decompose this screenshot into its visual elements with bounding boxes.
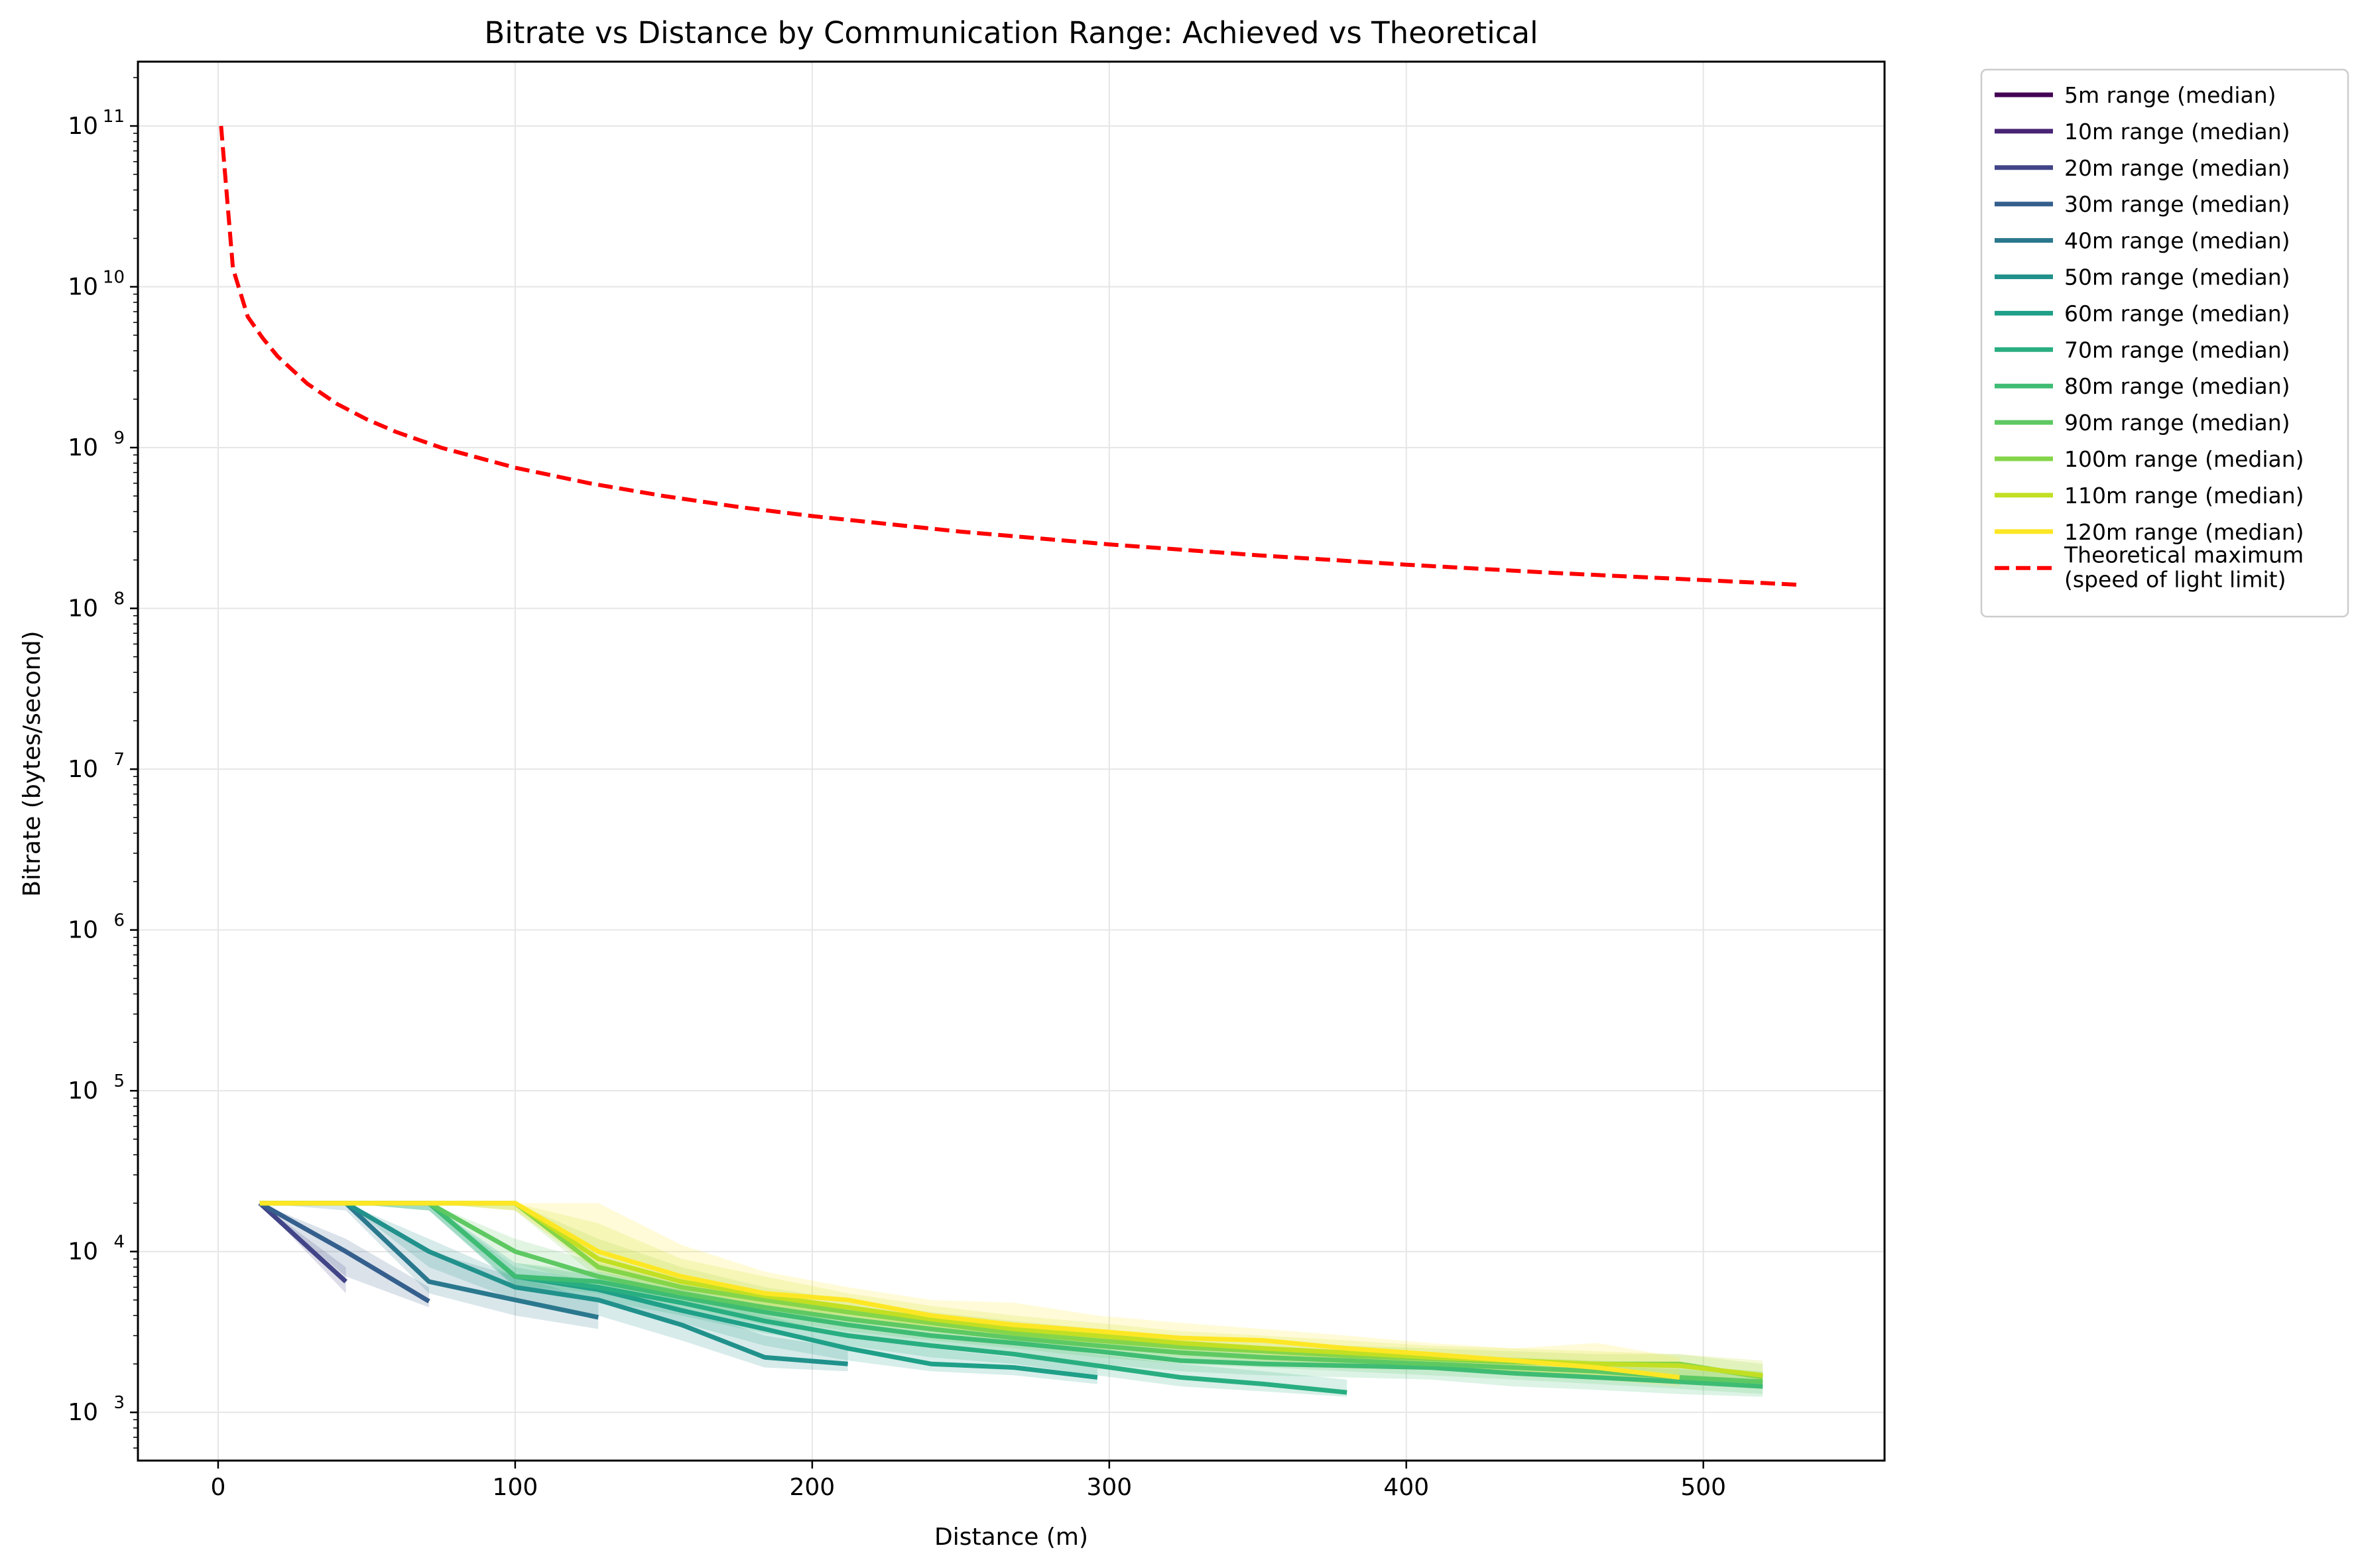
y-tick-label: 10 [68, 274, 98, 301]
legend-label-7: 70m range (median) [2064, 337, 2290, 363]
legend-label-3: 30m range (median) [2064, 192, 2290, 217]
y-tick-label: 10 [68, 595, 98, 623]
y-tick-exponent: 10 [103, 268, 125, 288]
y-tick-label: 10 [68, 917, 98, 944]
legend-label-13: Theoretical maximum [2064, 542, 2304, 568]
y-tick-exponent: 6 [113, 911, 125, 931]
series-line-9 [259, 1201, 1763, 1384]
y-tick-exponent: 7 [113, 750, 125, 770]
legend-label-0: 5m range (median) [2064, 82, 2276, 108]
confidence-bands [259, 1203, 1763, 1397]
legend-label-6: 60m range (median) [2064, 300, 2290, 326]
legend-label-13: (speed of light limit) [2064, 567, 2286, 593]
series-band-11 [259, 1203, 1763, 1387]
series-band-2 [259, 1203, 346, 1294]
series-line-2 [258, 1201, 347, 1284]
y-tick-label: 10 [68, 1077, 98, 1105]
y-axis-label: Bitrate (bytes/second) [19, 631, 46, 896]
y-tick-exponent: 9 [113, 428, 125, 448]
x-tick-label: 100 [493, 1474, 538, 1501]
x-tick-label: 400 [1383, 1474, 1429, 1501]
x-tick-label: 300 [1086, 1474, 1132, 1501]
series-line-3 [258, 1201, 430, 1303]
y-tick-label: 10 [68, 434, 98, 461]
legend-label-2: 20m range (median) [2064, 155, 2290, 181]
series-lines [219, 125, 1802, 1395]
series-line-13 [219, 125, 1802, 587]
x-tick-label: 0 [210, 1474, 225, 1501]
series-band-5 [259, 1203, 848, 1372]
series-line-8 [259, 1201, 1763, 1389]
x-tick-label: 200 [790, 1474, 836, 1501]
y-tick-label: 10 [68, 756, 98, 783]
legend-label-8: 80m range (median) [2064, 373, 2290, 399]
series-band-12 [259, 1203, 1680, 1387]
y-tick-exponent: 11 [103, 107, 125, 127]
legend-frame [1980, 68, 2349, 618]
legend-label-4: 40m range (median) [2064, 228, 2290, 254]
legend-label-9: 90m range (median) [2064, 410, 2290, 436]
series-line-5 [259, 1201, 848, 1366]
series-band-7 [259, 1203, 1347, 1397]
chart-title: Bitrate vs Distance by Communication Ran… [484, 15, 1538, 50]
y-tick-label: 10 [68, 1399, 98, 1426]
y-tick-exponent: 5 [113, 1071, 125, 1091]
series-band-9 [259, 1203, 1763, 1394]
legend-label-10: 100m range (median) [2064, 446, 2304, 472]
legend: 5m range (median) 10m range (median) 20m r… [1980, 68, 2349, 618]
y-tick-exponent: 8 [113, 589, 125, 609]
y-tick-label: 10 [68, 1238, 98, 1266]
legend-label-5: 50m range (median) [2064, 265, 2290, 290]
y-tick-exponent: 3 [113, 1393, 125, 1413]
plot-area-frame [137, 60, 1886, 1462]
legend-label-11: 110m range (median) [2064, 483, 2304, 509]
x-axis-label: Distance (m) [934, 1524, 1088, 1551]
y-tick-label: 10 [68, 113, 98, 140]
grid [138, 62, 1885, 1461]
x-axis-ticks: 0 100 200 300 400 500 [210, 1461, 1726, 1501]
y-tick-exponent: 4 [113, 1233, 125, 1252]
legend-label-12: 120m range (median) [2064, 519, 2304, 545]
series-line-12 [259, 1201, 1680, 1380]
legend-label-1: 10m range (median) [2064, 119, 2290, 145]
x-tick-label: 500 [1680, 1474, 1726, 1501]
